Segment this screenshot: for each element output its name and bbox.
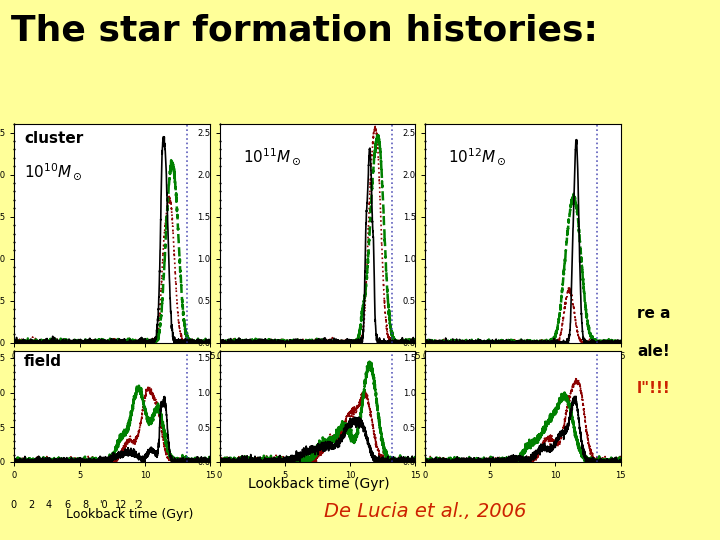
Text: '2: '2 <box>135 500 143 510</box>
Text: 8: 8 <box>82 500 88 510</box>
Text: 2: 2 <box>28 500 34 510</box>
Text: 6: 6 <box>64 500 70 510</box>
Text: $10^{12}M_\odot$: $10^{12}M_\odot$ <box>449 146 507 167</box>
Text: $10^{11}M_\odot$: $10^{11}M_\odot$ <box>243 146 302 167</box>
Text: 12: 12 <box>114 500 127 510</box>
Text: re a: re a <box>637 306 671 321</box>
Text: Lookback time (Gyr): Lookback time (Gyr) <box>248 477 390 491</box>
Text: ale!: ale! <box>637 343 670 359</box>
Text: Lookback time (Gyr): Lookback time (Gyr) <box>66 508 193 521</box>
Text: 0: 0 <box>10 500 16 510</box>
Text: l"!!!: l"!!! <box>637 381 671 396</box>
Text: De Lucia et al., 2006: De Lucia et al., 2006 <box>324 502 526 521</box>
Text: cluster: cluster <box>24 131 84 146</box>
Text: $10^{10}M_\odot$: $10^{10}M_\odot$ <box>24 161 83 182</box>
Text: '0: '0 <box>99 500 107 510</box>
Text: field: field <box>24 354 62 369</box>
Text: The star formation histories:: The star formation histories: <box>11 14 598 48</box>
Text: 4: 4 <box>46 500 52 510</box>
